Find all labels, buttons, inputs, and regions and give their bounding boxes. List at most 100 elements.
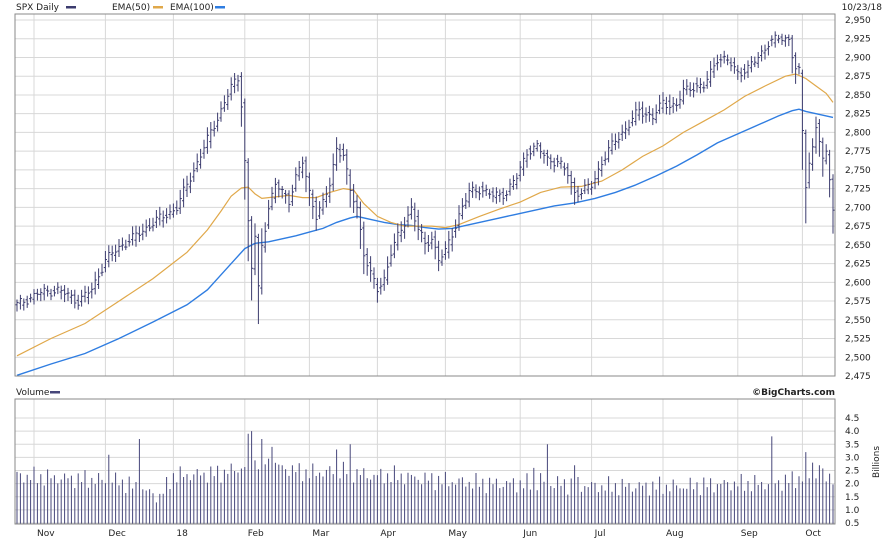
ema50-line — [16, 73, 834, 357]
price-bar — [66, 287, 70, 302]
price-bar — [399, 221, 403, 243]
price-bar — [137, 226, 141, 243]
price-bar — [76, 294, 80, 310]
price-bar — [749, 56, 753, 73]
volume-y-axis: 0.5 1.0 1.5 2.0 2.5 3.0 3.5 4.0 4.5 — [845, 414, 860, 529]
price-bar — [590, 180, 594, 195]
price-bar — [59, 285, 63, 300]
price-bar — [120, 237, 124, 251]
price-bar — [800, 69, 804, 170]
price-bar — [260, 228, 264, 295]
price-bar — [396, 223, 400, 251]
price-bar — [311, 189, 315, 220]
price-bar — [287, 190, 291, 213]
price-bar — [579, 188, 583, 200]
price-bar — [348, 169, 352, 208]
price-bar — [576, 185, 580, 203]
price-bar — [182, 178, 186, 208]
price-bar — [161, 210, 165, 228]
price-bar — [501, 187, 505, 205]
bigcharts-credit: ©BigCharts.com — [752, 388, 835, 398]
price-tick-label: 2,650 — [845, 241, 871, 251]
price-bar — [154, 209, 158, 228]
price-bar — [192, 162, 196, 183]
price-bar — [766, 41, 770, 56]
price-bar — [15, 299, 19, 312]
price-bar — [369, 256, 373, 282]
price-tick-label: 2,825 — [845, 110, 871, 120]
price-bar — [780, 33, 784, 45]
price-tick-label: 2,475 — [845, 372, 871, 382]
price-bar — [760, 45, 764, 62]
price-bar — [824, 144, 828, 165]
price-bar — [488, 189, 492, 199]
price-bar — [596, 161, 600, 186]
x-tick-label: Mar — [312, 529, 329, 539]
price-bar — [607, 140, 611, 163]
price-bar — [794, 52, 798, 84]
price-bar — [675, 98, 679, 112]
price-bar — [433, 230, 437, 260]
x-tick-label: Dec — [108, 529, 125, 539]
price-bar — [460, 198, 464, 220]
price-bar — [440, 249, 444, 266]
price-bar — [148, 218, 152, 232]
price-bar — [151, 217, 155, 232]
price-bar — [763, 44, 767, 60]
price-bar — [338, 143, 342, 163]
volume-header: Volume ©BigCharts.com — [16, 388, 835, 398]
price-bar — [811, 138, 815, 171]
price-bar — [18, 294, 22, 310]
price-bar — [63, 285, 67, 303]
price-bar — [600, 156, 604, 177]
price-bar — [307, 172, 311, 206]
price-bar — [379, 277, 383, 295]
price-bar — [423, 231, 427, 255]
price-tick-label: 2,850 — [845, 91, 871, 101]
price-bar — [233, 73, 237, 94]
price-bar — [831, 174, 835, 234]
price-bar — [505, 190, 509, 202]
price-bar — [681, 79, 685, 105]
price-bar — [508, 178, 512, 196]
price-tick-label: 2,725 — [845, 185, 871, 195]
price-bar — [613, 133, 617, 151]
price-bar — [664, 96, 668, 115]
price-bar — [688, 82, 692, 97]
price-bar — [199, 148, 203, 169]
price-bar — [658, 94, 662, 115]
price-bar — [494, 187, 498, 204]
price-bar — [753, 56, 757, 68]
ema100-legend-swatch — [215, 6, 225, 9]
volume-tick-label: 3.5 — [845, 440, 859, 450]
price-bar — [692, 82, 696, 98]
price-bar — [345, 149, 349, 185]
price-bar — [641, 101, 645, 124]
x-tick-label: Sep — [741, 529, 758, 539]
volume-bars — [16, 431, 834, 524]
price-tick-label: 2,900 — [845, 53, 871, 63]
price-bar — [253, 223, 257, 276]
price-bar — [430, 231, 434, 250]
price-bar — [314, 196, 318, 231]
price-bar — [522, 152, 526, 176]
volume-tick-label: 4.0 — [845, 427, 860, 437]
price-bar — [739, 67, 743, 83]
price-bar — [124, 239, 128, 251]
price-panel: 2,475 2,500 2,525 2,550 2,575 2,600 2,625 2,650… — [14, 13, 871, 382]
price-bar — [127, 234, 131, 247]
price-bar — [328, 177, 332, 203]
price-bar — [732, 57, 736, 74]
price-bar — [318, 201, 322, 220]
price-bar — [746, 60, 750, 78]
price-bar — [783, 34, 787, 47]
price-bar — [457, 205, 461, 231]
price-bar — [464, 193, 468, 209]
price-bar — [42, 283, 46, 301]
price-bar — [610, 133, 614, 155]
price-bar — [362, 221, 366, 275]
price-bar — [807, 152, 811, 189]
price-bar — [250, 216, 254, 301]
price-bar — [426, 234, 430, 252]
